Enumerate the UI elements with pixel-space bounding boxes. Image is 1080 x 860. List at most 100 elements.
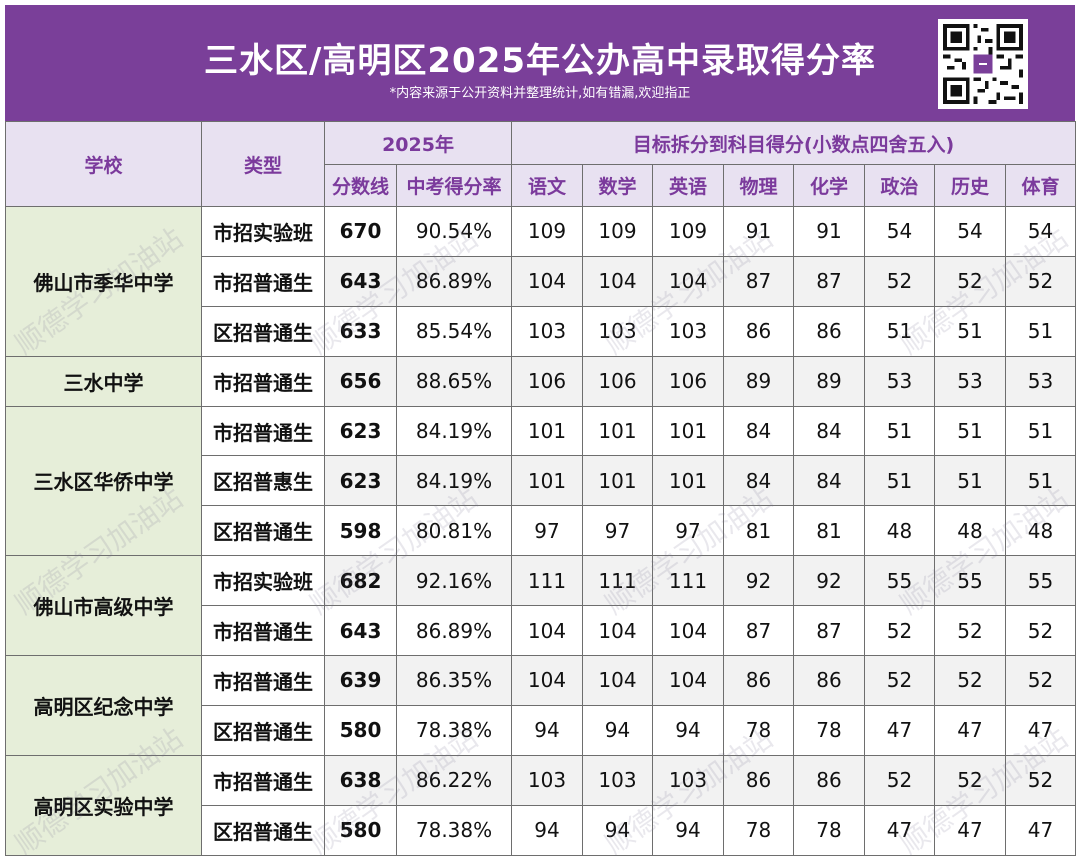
subject-score: 51 (1005, 305, 1077, 357)
subject-score: 86 (793, 754, 866, 806)
subject-score: 47 (864, 804, 936, 856)
table-row: 佛山市高级中学 市招实验班 682 92.16% 111 111 111 92 92 55 55 55 (5, 555, 1077, 657)
header-score: 分数线 (324, 164, 397, 207)
score-line: 643 (324, 255, 397, 307)
score-rate: 86.22% (395, 754, 513, 806)
subject-score: 97 (652, 505, 725, 557)
score-line: 639 (324, 655, 397, 706)
subject-score: 48 (864, 505, 936, 557)
subject-score: 78 (793, 804, 866, 856)
admission-type: 市招实验班 (201, 555, 325, 607)
admission-type: 区招普通生 (201, 704, 325, 756)
subject-score: 94 (652, 704, 725, 756)
subject-score: 104 (582, 255, 654, 307)
school-name: 佛山市高级中学 (5, 555, 202, 657)
header-type: 类型 (201, 121, 325, 207)
subject-score: 103 (652, 754, 725, 806)
subject-score: 51 (864, 455, 936, 507)
header-subject: 物理 (723, 164, 795, 207)
school-name: 高明区纪念中学 (5, 655, 202, 756)
subject-score: 106 (652, 355, 725, 407)
table-row: 区招普通生 633 85.54% 103 103 103 86 86 51 51 51 (6, 305, 1077, 357)
table-row: 高明区实验中学 市招普通生 638 86.22% 103 103 103 86 86 52 52 52 (5, 754, 1077, 856)
subject-score: 51 (864, 305, 936, 357)
admission-type: 市招普通生 (201, 754, 325, 806)
header-year-group: 2025年 (323, 121, 513, 165)
subject-score: 51 (934, 455, 1007, 507)
subject-score: 47 (864, 704, 936, 756)
subject-score: 81 (723, 505, 795, 557)
subject-score: 55 (934, 555, 1007, 607)
subject-score: 53 (864, 355, 936, 407)
admission-table: 学校 类型 2025年 目标拆分到科目得分(小数点四舍五入) 分数线 中考得分率… (5, 121, 1077, 856)
subject-score: 89 (723, 355, 795, 407)
header-subject-group: 目标拆分到科目得分(小数点四舍五入) (511, 121, 1077, 165)
subject-score: 101 (652, 455, 725, 507)
subject-score: 91 (723, 206, 795, 257)
admission-type: 市招普通生 (201, 605, 325, 657)
subject-score: 87 (723, 605, 795, 657)
table-row: 三水中学 市招普通生 656 88.65% 106 106 106 89 89 53 53 53 (5, 355, 1077, 407)
subject-score: 106 (582, 355, 654, 407)
score-line: 623 (324, 455, 397, 507)
subject-score: 84 (793, 455, 866, 507)
subject-score: 51 (864, 405, 936, 457)
subject-score: 54 (1005, 206, 1077, 257)
score-line: 670 (324, 206, 397, 257)
subject-score: 47 (1005, 804, 1077, 856)
subject-score: 94 (582, 804, 654, 856)
header-subject: 体育 (1005, 164, 1077, 207)
subject-score: 104 (582, 605, 654, 657)
subject-score: 52 (1005, 754, 1077, 806)
header-subject: 政治 (864, 164, 936, 207)
subject-score: 52 (934, 605, 1007, 657)
score-line: 580 (324, 804, 397, 856)
page-subtitle: *内容来源于公开资料并整理统计,如有错漏,欢迎指正 (389, 86, 691, 101)
score-rate: 78.38% (395, 804, 513, 856)
subject-score: 97 (511, 505, 584, 557)
table-row: 区招普惠生 623 84.19% 101 101 101 84 84 51 51 51 (6, 455, 1077, 507)
subject-score: 52 (934, 255, 1007, 307)
score-line: 656 (324, 355, 397, 407)
qr-code-icon[interactable] (938, 19, 1028, 109)
table-row: 市招普通生 643 86.89% 104 104 104 87 87 52 52 52 (6, 255, 1077, 307)
subject-score: 53 (1005, 355, 1077, 407)
header-school: 学校 (5, 121, 202, 207)
subject-score: 92 (793, 555, 866, 607)
table-row: 佛山市季华中学 市招实验班 670 90.54% 109 109 109 91 91 54 54 54 (5, 206, 1077, 357)
subject-score: 52 (864, 605, 936, 657)
subject-score: 52 (864, 255, 936, 307)
subject-score: 53 (934, 355, 1007, 407)
subject-score: 103 (582, 305, 654, 357)
subject-score: 101 (582, 455, 654, 507)
subject-score: 52 (934, 754, 1007, 806)
score-rate: 90.54% (395, 206, 513, 257)
school-name: 高明区实验中学 (5, 754, 202, 856)
admission-type: 区招普通生 (201, 505, 325, 557)
subject-score: 86 (793, 305, 866, 357)
subject-score: 103 (511, 754, 584, 806)
subject-score: 104 (511, 605, 584, 657)
admission-type: 市招普通生 (201, 655, 325, 706)
subject-score: 47 (934, 704, 1007, 756)
subject-score: 51 (1005, 405, 1077, 457)
subject-score: 47 (1005, 704, 1077, 756)
score-rate: 86.89% (395, 255, 513, 307)
subject-score: 111 (652, 555, 725, 607)
subject-score: 52 (1005, 255, 1077, 307)
page-title: 三水区/高明区2025年公办高中录取得分率 (203, 41, 877, 81)
subject-score: 101 (511, 455, 584, 507)
subject-score: 87 (793, 605, 866, 657)
subject-score: 84 (793, 405, 866, 457)
header-subject: 数学 (582, 164, 654, 207)
subject-score: 78 (723, 804, 795, 856)
admission-type: 区招普通生 (201, 305, 325, 357)
subject-score: 104 (511, 255, 584, 307)
table-row: 区招普通生 580 78.38% 94 94 94 78 78 47 47 47 (6, 804, 1077, 856)
score-line: 623 (324, 405, 397, 457)
subject-score: 104 (511, 655, 584, 706)
subject-score: 86 (723, 754, 795, 806)
score-rate: 84.19% (395, 455, 513, 507)
subject-score: 104 (582, 655, 654, 706)
score-line: 682 (324, 555, 397, 607)
